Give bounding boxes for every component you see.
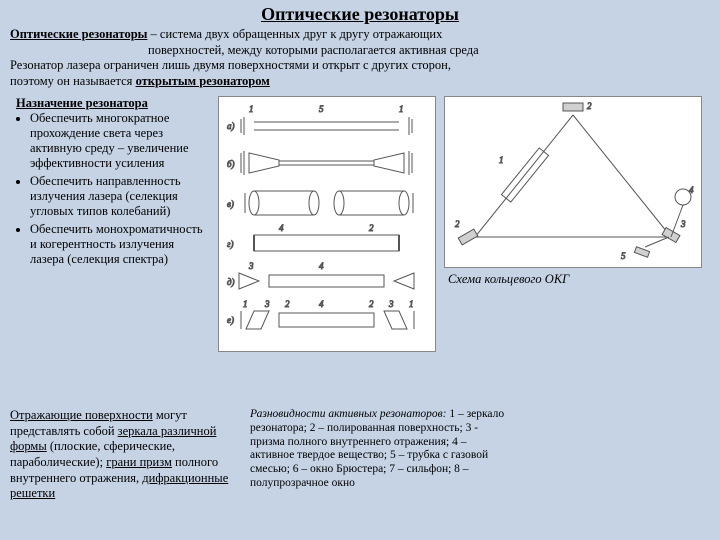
svg-text:4: 4	[689, 185, 694, 195]
purpose-list: Обеспечить многократное прохождение свет…	[10, 111, 210, 267]
bl-t5: грани призм	[106, 455, 172, 469]
svg-text:2: 2	[285, 299, 290, 309]
intro-def1: – система двух обращенных друг к другу о…	[147, 27, 442, 41]
ring-caption: Схема кольцевого ОКГ	[444, 272, 702, 287]
intro-def2: поверхностей, между которыми располагает…	[10, 43, 710, 59]
page-title: Оптические резонаторы	[0, 0, 720, 27]
surfaces-text: Отражающие поверхности могут представлят…	[10, 408, 242, 502]
open-resonator-term: открытым резонатором	[136, 74, 270, 88]
svg-text:2: 2	[369, 223, 374, 233]
intro-line3a: Резонатор лазера ограничен лишь двумя по…	[10, 58, 710, 74]
variants-title: Разновидности активных резонаторов:	[250, 408, 446, 420]
variants-diagram: 1 5 1 а) б)	[218, 96, 436, 352]
svg-text:2: 2	[455, 219, 460, 229]
intro-term: Оптические резонаторы	[10, 27, 147, 41]
svg-text:1: 1	[243, 299, 248, 309]
svg-text:е): е)	[227, 315, 234, 325]
svg-text:1: 1	[499, 155, 504, 165]
svg-text:2: 2	[587, 101, 592, 111]
svg-text:в): в)	[227, 199, 234, 209]
svg-text:3: 3	[264, 299, 270, 309]
svg-text:2: 2	[369, 299, 374, 309]
svg-text:4: 4	[319, 261, 324, 271]
svg-text:г): г)	[227, 239, 234, 249]
main-row: Назначение резонатора Обеспечить многокр…	[0, 94, 720, 352]
purpose-heading: Назначение резонатора	[10, 96, 210, 111]
variants-legend: Разновидности активных резонаторов: 1 – …	[250, 408, 510, 502]
ring-diagram: 2 2 3 1 4	[444, 96, 702, 268]
variants-items: 1 – зеркало резонатора; 2 – полированная…	[250, 408, 504, 489]
purpose-item: Обеспечить направленность излучения лазе…	[30, 174, 210, 219]
bottom-row: Отражающие поверхности могут представлят…	[0, 400, 720, 502]
svg-text:5: 5	[319, 104, 324, 114]
svg-text:4: 4	[319, 299, 324, 309]
svg-text:4: 4	[279, 223, 284, 233]
svg-text:3: 3	[388, 299, 394, 309]
svg-text:б): б)	[227, 159, 235, 169]
purpose-column: Назначение резонатора Обеспечить многокр…	[10, 96, 210, 352]
svg-text:д): д)	[227, 277, 235, 287]
ring-okg-svg: 2 2 3 1 4	[445, 97, 701, 267]
svg-text:а): а)	[227, 121, 235, 131]
intro-block: Оптические резонаторы – система двух обр…	[0, 27, 720, 94]
resonator-variants-svg: 1 5 1 а) б)	[219, 97, 435, 351]
svg-text:1: 1	[399, 104, 404, 114]
purpose-item: Обеспечить многократное прохождение свет…	[30, 111, 210, 171]
svg-text:3: 3	[680, 219, 686, 229]
purpose-item: Обеспечить монохроматичность и когерентн…	[30, 222, 210, 267]
svg-text:3: 3	[248, 261, 254, 271]
intro-line3b: поэтому он называется	[10, 74, 136, 88]
ring-column: 2 2 3 1 4	[444, 96, 702, 352]
svg-text:1: 1	[249, 104, 254, 114]
svg-text:1: 1	[409, 299, 414, 309]
svg-text:5: 5	[621, 251, 626, 261]
bl-t1: Отражающие поверхности	[10, 408, 153, 422]
